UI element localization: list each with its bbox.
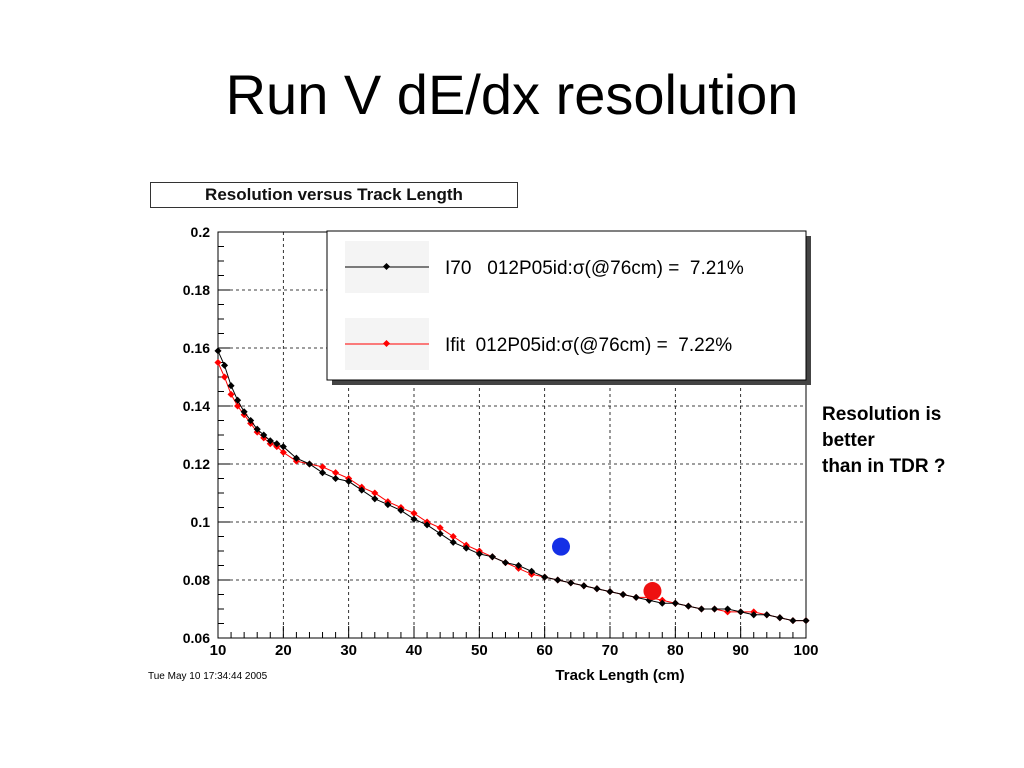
x-tick-label-30: 30 (340, 642, 357, 659)
y-tick-label-5: 0.16 (183, 340, 210, 356)
y-tick-label-0: 0.06 (183, 630, 210, 646)
series-1-point (318, 463, 327, 471)
blue-marker (552, 537, 570, 556)
y-tick-label-7: 0.2 (191, 224, 211, 240)
series-0-point (273, 440, 281, 448)
series-0-point (554, 576, 562, 584)
timestamp: Tue May 10 17:34:44 2005 (148, 671, 268, 682)
chart-title: Resolution versus Track Length (205, 185, 463, 204)
series-0-point (358, 486, 366, 494)
series-0-point (606, 588, 614, 596)
series-1-point (436, 524, 444, 532)
series-0-point (234, 396, 242, 404)
series-0-point (488, 553, 496, 561)
x-tick-label-50: 50 (471, 642, 488, 659)
y-tick-label-3: 0.12 (183, 456, 210, 472)
x-tick-label-80: 80 (667, 642, 684, 659)
series-0-point (332, 474, 340, 483)
series-1-point (227, 390, 235, 398)
series-0-point (632, 593, 640, 601)
data-series (214, 347, 810, 625)
series-0-point (397, 506, 405, 514)
note-line-2: better (822, 430, 875, 451)
series-0-point (737, 608, 745, 616)
series-0-point (227, 382, 235, 390)
series-0-point (541, 573, 549, 581)
chart-title-box: Resolution versus Track Length (150, 182, 518, 208)
red-marker (643, 582, 662, 601)
slide-title: Run V dE/dx resolution (225, 63, 799, 126)
series-0-point (776, 614, 784, 622)
y-tick-label-2: 0.1 (191, 514, 211, 530)
series-0-point (318, 469, 327, 477)
series-0-point (436, 530, 444, 538)
series-1-point (279, 448, 287, 456)
x-tick-label-90: 90 (732, 642, 749, 659)
series-0-point (802, 617, 810, 625)
series-0-point (305, 460, 314, 468)
series-0-point (528, 567, 536, 575)
legend: I70 012P05id:σ(@76cm) = 7.21% Ifit 012P0… (326, 230, 811, 385)
series-0-point (671, 599, 679, 607)
series-0-point (750, 611, 758, 619)
legend-marker-1 (382, 339, 391, 348)
annotation-markers (552, 537, 662, 601)
series-0-point (449, 538, 457, 546)
series-0-point (697, 605, 706, 613)
note-line-3: than in TDR ? (822, 456, 946, 477)
series-0-point (724, 605, 732, 613)
legend-label-0: I70 012P05id:σ(@76cm) = 7.21% (445, 258, 744, 279)
series-1-point (332, 469, 340, 477)
note-line-1: Resolution is (822, 404, 942, 425)
x-tick-label-60: 60 (536, 642, 553, 659)
series-1-point (449, 532, 457, 541)
series-0-point (345, 477, 353, 485)
series-0-point (514, 561, 523, 570)
resolution-note: Resolution is better than in TDR ? (822, 402, 945, 480)
y-tick-label-1: 0.08 (183, 572, 210, 588)
series-1-point (371, 489, 379, 497)
series-0-point (580, 582, 588, 590)
series-0-point (763, 611, 771, 619)
legend-label-1: Ifit 012P05id:σ(@76cm) = 7.22% (445, 335, 732, 356)
series-0-point (710, 605, 719, 613)
series-1-point (214, 358, 222, 367)
series-1-point (410, 509, 418, 517)
series-0-point (214, 347, 222, 355)
series-0-point (423, 521, 431, 529)
series-0-point (619, 590, 627, 599)
y-tick-label-6: 0.18 (183, 282, 210, 298)
series-0-point (266, 437, 274, 445)
x-tick-label-10: 10 (210, 642, 227, 659)
series-0-point (410, 515, 418, 523)
series-0-point (260, 431, 268, 439)
series-0-point (462, 544, 470, 552)
legend-marker-0 (382, 262, 391, 271)
series-0-point (384, 501, 392, 509)
series-0-point (240, 408, 248, 416)
x-tick-label-70: 70 (602, 642, 619, 659)
series-0-point (501, 559, 510, 567)
series-0-point (279, 443, 287, 451)
series-0-point (658, 599, 666, 607)
series-0-point (371, 495, 379, 503)
series-0-point (593, 585, 601, 593)
series-1-point (220, 373, 229, 381)
x-tick-label-100: 100 (793, 642, 818, 659)
axes: 10 20 30 40 50 60 70 80 90 100 0.06 0.08 0.1 0.12 0.14… (183, 224, 819, 659)
series-0-point (684, 602, 692, 610)
series-0-point (247, 416, 255, 425)
x-axis-label: Track Length (cm) (555, 667, 684, 684)
series-0-point (789, 617, 797, 625)
x-tick-label-40: 40 (406, 642, 423, 659)
series-0-point (567, 579, 575, 587)
series-0-point (292, 454, 300, 462)
y-tick-label-4: 0.14 (183, 398, 210, 414)
series-0-point (220, 361, 229, 369)
x-tick-label-20: 20 (275, 642, 292, 659)
series-0-point (475, 550, 483, 558)
